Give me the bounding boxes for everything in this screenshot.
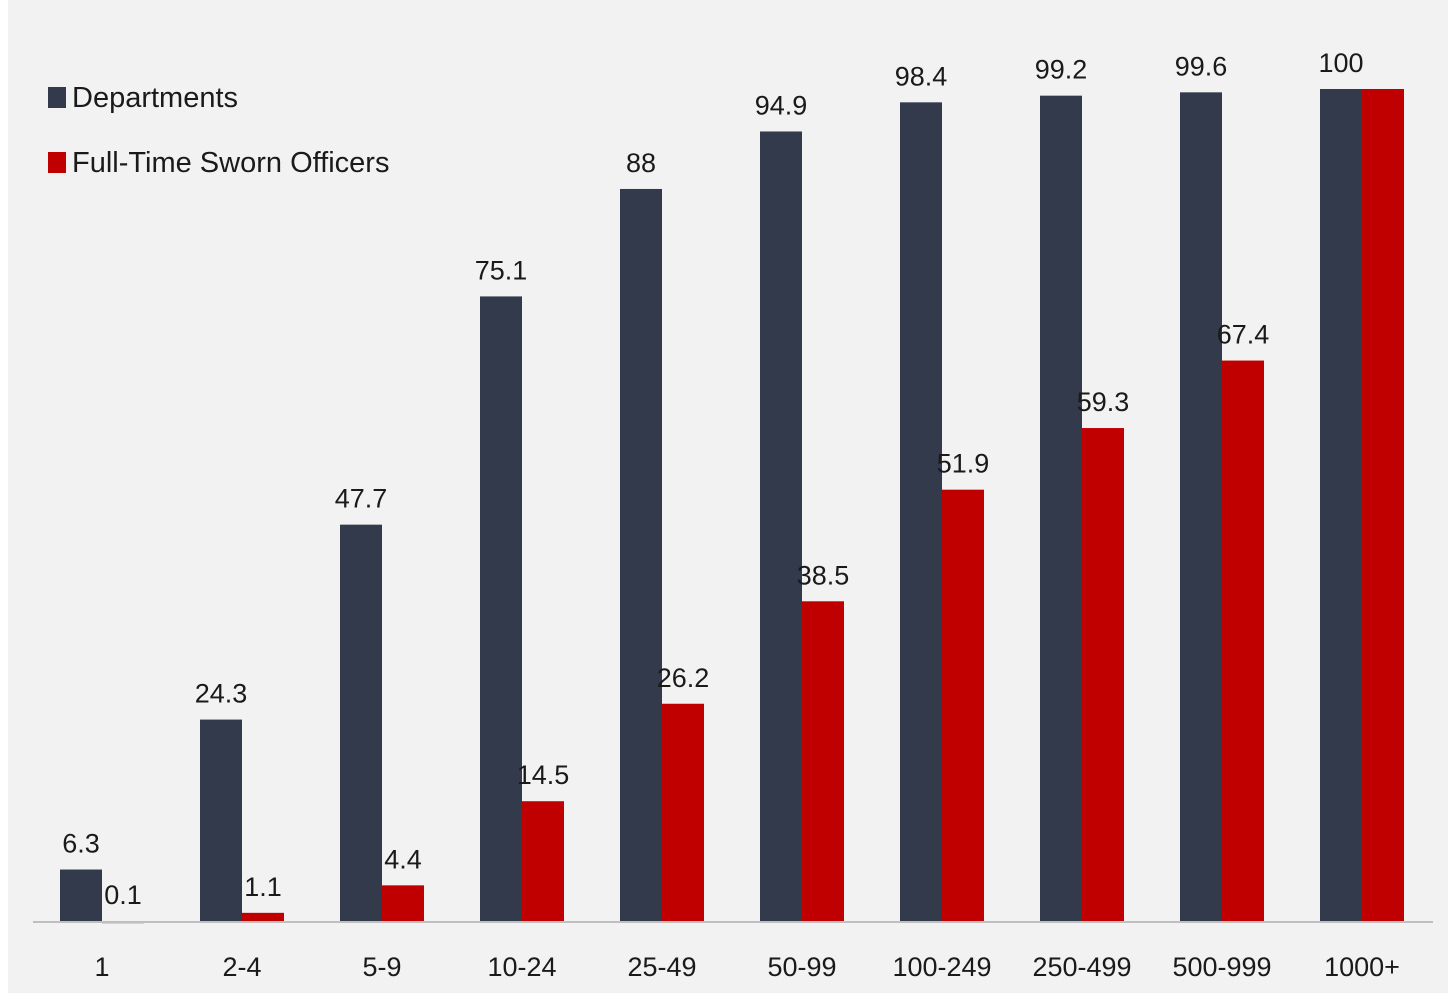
bar-departments-1000 — [1320, 89, 1362, 922]
bar-departments-1 — [60, 869, 102, 922]
value-label-departments-25-49: 88 — [626, 148, 656, 178]
value-label-departments-2-4: 24.3 — [195, 679, 248, 709]
x-axis-tick-labels: 1 2-4 5-9 10-24 25-49 50-99 100-249 250-499 500-… — [94, 952, 1399, 982]
bar-full-time-sworn-officers-250-499 — [1082, 428, 1124, 922]
legend-label-full-time-sworn-officers: Full-Time Sworn Officers — [72, 147, 389, 179]
x-tick-label-50-99: 50-99 — [767, 952, 836, 982]
x-tick-label-100-249: 100-249 — [892, 952, 991, 982]
value-label-departments-500-999: 99.6 — [1175, 51, 1228, 81]
bars-layer — [60, 89, 1404, 924]
bar-full-time-sworn-officers-1000 — [1362, 89, 1404, 922]
x-tick-label-1000: 1000+ — [1324, 952, 1400, 982]
value-label-full-time-sworn-officers-5-9: 4.4 — [384, 844, 422, 874]
x-tick-label-25-49: 25-49 — [627, 952, 696, 982]
x-tick-label-5-9: 5-9 — [362, 952, 401, 982]
bar-full-time-sworn-officers-100-249 — [942, 489, 984, 922]
bar-departments-25-49 — [620, 188, 662, 922]
bar-departments-500-999 — [1180, 92, 1222, 922]
legend-item-full-time-sworn-officers: Full-Time Sworn Officers — [48, 147, 389, 179]
value-label-full-time-sworn-officers-25-49: 26.2 — [657, 663, 710, 693]
x-tick-label-250-499: 250-499 — [1032, 952, 1131, 982]
bar-departments-10-24 — [480, 296, 522, 922]
legend-swatch-departments — [48, 87, 66, 108]
bar-departments-2-4 — [200, 719, 242, 922]
bar-departments-250-499 — [1040, 95, 1082, 922]
legend-item-departments: Departments — [48, 82, 238, 114]
legend-label-departments: Departments — [72, 82, 238, 114]
value-label-departments-1: 6.3 — [62, 829, 100, 859]
bar-full-time-sworn-officers-500-999 — [1222, 360, 1264, 923]
bar-full-time-sworn-officers-2-4 — [242, 912, 284, 922]
bar-departments-5-9 — [340, 524, 382, 922]
bar-departments-100-249 — [900, 102, 942, 922]
x-tick-label-1: 1 — [94, 952, 109, 982]
bar-full-time-sworn-officers-50-99 — [802, 601, 844, 922]
x-tick-label-10-24: 10-24 — [487, 952, 556, 982]
bar-full-time-sworn-officers-25-49 — [662, 703, 704, 922]
value-label-departments-5-9: 47.7 — [335, 484, 388, 514]
bar-full-time-sworn-officers-10-24 — [522, 801, 564, 922]
value-label-full-time-sworn-officers-1: 0.1 — [104, 880, 142, 910]
value-label-full-time-sworn-officers-50-99: 38.5 — [797, 560, 850, 590]
bar-full-time-sworn-officers-5-9 — [382, 885, 424, 922]
legend: Departments Full-Time Sworn Officers — [48, 82, 389, 179]
value-labels-layer: 6.30.1 24.3 1.1 47.7 4.4 75.1 14.5 88 26.2 94.9 38… — [62, 48, 1363, 910]
legend-swatch-full-time-sworn-officers — [48, 152, 66, 173]
value-label-full-time-sworn-officers-250-499: 59.3 — [1077, 387, 1130, 417]
value-label-full-time-sworn-officers-10-24: 14.5 — [517, 760, 570, 790]
value-label-full-time-sworn-officers-100-249: 51.9 — [937, 449, 990, 479]
value-label-departments-250-499: 99.2 — [1035, 55, 1088, 85]
value-label-departments-100-249: 98.4 — [895, 61, 948, 91]
value-label-departments-50-99: 94.9 — [755, 90, 808, 120]
value-label-departments-1000: 100 — [1318, 48, 1363, 78]
bar-departments-50-99 — [760, 131, 802, 922]
x-tick-label-2-4: 2-4 — [222, 952, 261, 982]
value-label-full-time-sworn-officers-2-4: 1.1 — [244, 872, 282, 902]
x-tick-label-500-999: 500-999 — [1172, 952, 1271, 982]
value-label-departments-10-24: 75.1 — [475, 255, 528, 285]
value-label-full-time-sworn-officers-500-999: 67.4 — [1217, 320, 1270, 350]
